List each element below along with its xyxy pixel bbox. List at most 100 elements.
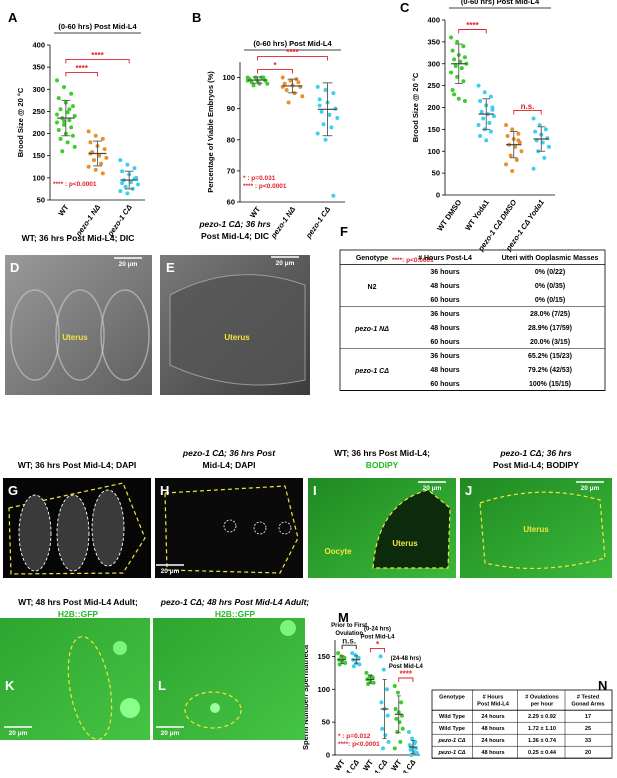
data-point	[54, 78, 59, 83]
data-point	[280, 75, 285, 80]
data-point	[123, 184, 128, 189]
scale-label: 20 μm	[119, 261, 138, 268]
data-point	[395, 690, 400, 695]
data-point	[455, 74, 460, 79]
data-point	[380, 726, 385, 731]
y-tick-label: 350	[427, 37, 440, 46]
data-point	[513, 144, 518, 149]
data-point	[364, 670, 369, 675]
table-cell: pezo-1 CΔ	[437, 750, 465, 756]
scale-label: 20 μm	[161, 730, 180, 737]
nucleus-outline	[278, 521, 292, 535]
table-cell: 1.72 ± 1.10	[528, 726, 556, 732]
nucleus-outline	[253, 521, 267, 535]
y-tick-label: 50	[322, 718, 330, 727]
data-point	[58, 136, 63, 141]
y-tick-label: 350	[32, 63, 45, 72]
table-cell: 48 hours	[430, 325, 459, 332]
sig-label: ****	[466, 21, 479, 30]
data-point	[381, 667, 386, 672]
y-tick-label: 200	[427, 103, 440, 112]
data-point	[508, 153, 513, 158]
data-point	[546, 144, 551, 149]
data-point	[394, 716, 399, 721]
data-point	[72, 113, 77, 118]
micrograph	[0, 618, 150, 740]
y-axis-label: Brood Size @ 20 °C	[16, 87, 25, 157]
region-label: Uterus	[224, 333, 250, 342]
region-label: Uterus	[62, 333, 88, 342]
data-point	[450, 48, 455, 53]
y-tick-label: 300	[32, 85, 45, 94]
y-tick-label: 70	[227, 166, 235, 175]
panel-title: WT; 36 hrs Post Mid-L4; DAPI	[18, 460, 137, 470]
data-point	[317, 103, 322, 108]
data-point	[482, 90, 487, 95]
scale-label: 20 μm	[9, 730, 28, 737]
data-point	[331, 193, 336, 198]
data-point	[315, 131, 320, 136]
region-label: Uterus	[392, 539, 418, 548]
sig-bracket	[65, 71, 98, 77]
data-point	[540, 140, 545, 145]
group-title: Ovulation	[335, 631, 363, 637]
data-point	[490, 105, 495, 110]
data-point	[392, 684, 397, 688]
nucleus-outline	[56, 494, 90, 572]
sig-bracket	[398, 677, 414, 682]
data-point	[533, 129, 538, 134]
group-title: (24-48 hrs)	[391, 656, 421, 662]
p-value-note: ****: p<0.0001	[392, 257, 434, 264]
panel-label: G	[8, 483, 18, 498]
data-point	[378, 654, 383, 659]
table-cell: 60 hours	[430, 339, 459, 346]
panel-title: H2B::GFP	[215, 609, 255, 619]
panel-label: E	[166, 260, 175, 275]
data-point	[97, 153, 102, 158]
p-value-note: * : p=0.012	[338, 733, 371, 740]
y-tick-label: 400	[427, 16, 440, 25]
data-point	[296, 80, 301, 85]
table-cell: pezo-1 CΔ	[437, 738, 465, 744]
scale-label: 20 μm	[276, 260, 295, 267]
data-point	[458, 59, 463, 64]
table-cell: 25	[585, 726, 591, 732]
panel-title: pezo-1 CΔ; 48 hrs Post Mid-L4 Adult;	[160, 597, 310, 607]
data-point	[56, 128, 61, 133]
sig-label: n.s.	[521, 102, 535, 111]
data-point	[60, 149, 65, 154]
sig-bracket	[369, 647, 386, 653]
x-tick-label: WT	[248, 205, 262, 220]
data-point	[120, 169, 125, 174]
y-tick-label: 300	[427, 59, 440, 68]
data-point	[350, 651, 355, 656]
table-cell: 48 hours	[481, 726, 504, 732]
data-point	[383, 733, 388, 738]
table-cell: 36 hours	[430, 269, 459, 276]
data-point	[93, 167, 98, 172]
data-point	[461, 79, 466, 84]
micrograph	[155, 478, 303, 578]
x-tick-label: WT Yoda1	[463, 198, 491, 232]
data-point	[452, 92, 457, 97]
data-point	[54, 120, 59, 125]
nucleus-outline	[18, 494, 52, 572]
data-point	[125, 191, 130, 196]
data-point	[488, 129, 493, 134]
table-cell: 0% (0/22)	[535, 269, 565, 276]
chart-title: (0-60 hrs) Post Mid-L4	[253, 39, 332, 48]
data-point	[410, 736, 415, 741]
data-point	[456, 96, 461, 101]
panel-title: pezo-1 CΔ; 36 hrs Post	[182, 448, 276, 458]
data-point	[100, 136, 105, 141]
region-label: Uterus	[523, 525, 549, 534]
data-point	[400, 726, 405, 731]
data-point	[62, 119, 67, 124]
data-point	[393, 707, 398, 711]
panel-label: N	[598, 678, 607, 693]
table-cell: 20.0% (3/15)	[530, 339, 570, 346]
table-cell: 24 hours	[481, 714, 504, 720]
data-point	[315, 84, 320, 89]
data-point	[353, 653, 358, 658]
data-point	[120, 181, 125, 186]
